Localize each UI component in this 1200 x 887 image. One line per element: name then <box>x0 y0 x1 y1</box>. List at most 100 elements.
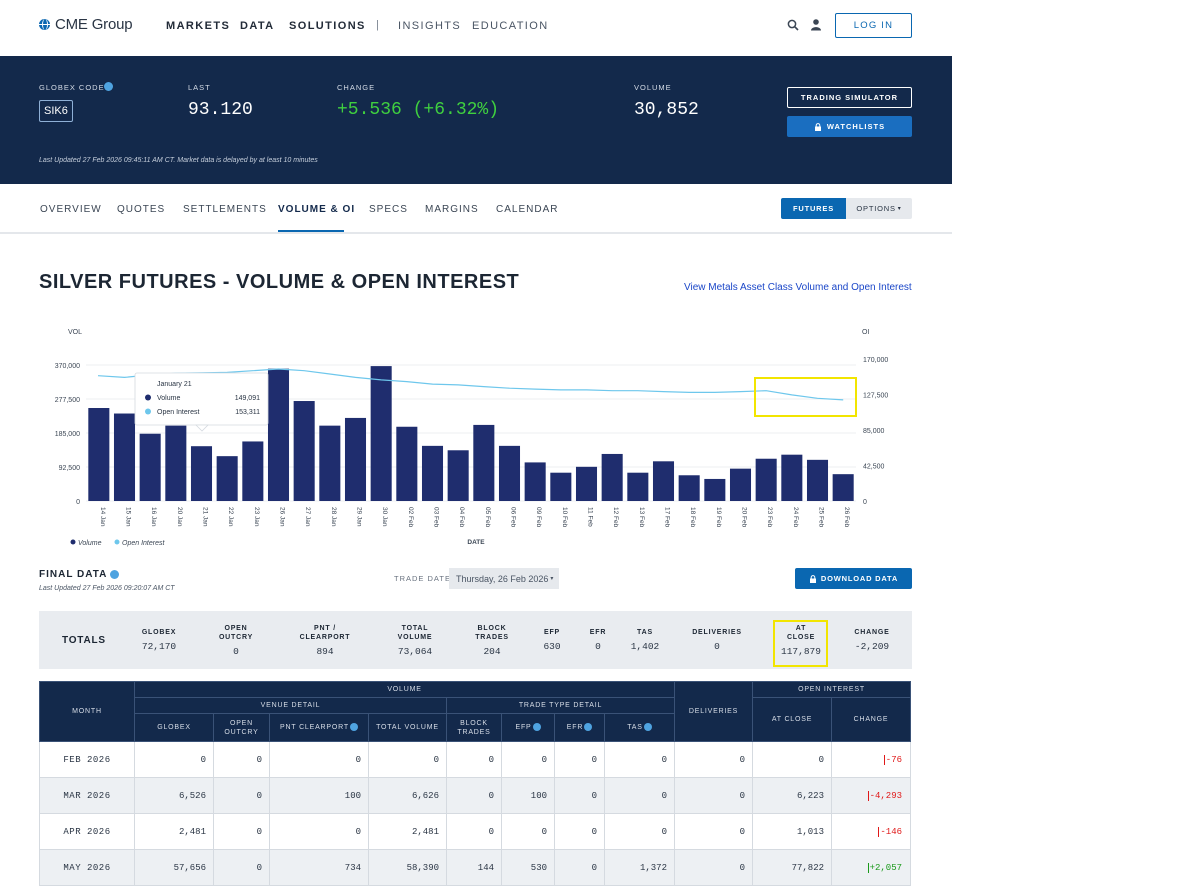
cell-efr: 0 <box>554 777 605 814</box>
tab-calendar[interactable]: CALENDAR <box>496 204 559 215</box>
futures-toggle[interactable]: FUTURES <box>781 198 846 219</box>
chart-axes: 370,000 277,500 185,000 92,500 0 170,000 127,5… <box>55 329 889 546</box>
info-icon[interactable] <box>643 723 652 732</box>
volume-bar <box>678 475 700 501</box>
volume-bar <box>447 450 469 501</box>
x-tick-label: 05 Feb <box>484 507 491 528</box>
info-icon[interactable] <box>532 723 541 732</box>
volume-bar <box>832 474 854 501</box>
tab-margins[interactable]: MARGINS <box>425 204 479 215</box>
volume-bar <box>575 466 598 501</box>
tab-specs[interactable]: SPECS <box>369 204 408 215</box>
tab-volume-oi[interactable]: VOLUME & OI <box>278 204 356 215</box>
cell-outcry: 0 <box>213 813 270 850</box>
cell-efr: 0 <box>554 813 605 850</box>
tooltip-series-value: 153,311 <box>235 409 260 416</box>
table-row[interactable]: MAY 2026 57,656 0 734 58,390 144 530 0 1,372 0 77,… <box>39 849 911 886</box>
volume-bar <box>498 445 521 501</box>
x-tick-label: 29 Jan <box>356 507 363 527</box>
col-efp: EFP <box>501 713 555 742</box>
trading-simulator-button[interactable]: TRADING SIMULATOR <box>787 87 912 108</box>
x-tick-label: 04 Feb <box>458 507 465 528</box>
totals-col-value: 0 <box>595 641 601 652</box>
final-data-updated: Last Updated 27 Feb 2026 09:20:07 AM CT <box>39 585 175 592</box>
highlight-box-chart <box>754 377 857 417</box>
totals-col-value: 0 <box>714 641 720 652</box>
totals-col-value: 0 <box>233 645 239 657</box>
volume-bar <box>396 426 418 501</box>
x-tick-label: 14 Jan <box>99 507 106 527</box>
cell-efr: 0 <box>554 741 605 778</box>
y-tick-left: 0 <box>76 499 80 506</box>
table-row[interactable]: MAR 2026 6,526 0 100 6,626 0 100 0 0 0 6,223 -4,293 <box>39 777 911 814</box>
info-icon[interactable] <box>104 82 113 91</box>
nav-insights[interactable]: INSIGHTS <box>398 20 462 32</box>
chart-legend[interactable]: Volume Open Interest <box>70 539 166 548</box>
totals-col-header: PNT / CLEARPORT <box>299 624 351 641</box>
globex-code: SIK6 <box>39 100 73 122</box>
volume-value: 30,852 <box>634 100 699 120</box>
download-data-button[interactable]: DOWNLOAD DATA <box>795 568 912 589</box>
info-icon[interactable] <box>349 723 358 732</box>
search-icon[interactable] <box>787 19 799 31</box>
tooltip-title: January 21 <box>157 381 192 388</box>
info-icon[interactable] <box>584 723 593 732</box>
login-button[interactable]: LOG IN <box>835 13 912 38</box>
volume-bar <box>88 408 110 501</box>
volume-bar <box>216 456 238 501</box>
volume-bar <box>729 468 752 501</box>
nav-data[interactable]: DATA <box>240 20 275 32</box>
final-data-title: FINAL DATA <box>39 569 120 580</box>
cell-block: 0 <box>446 741 502 778</box>
watchlists-button[interactable]: WATCHLISTS <box>787 116 912 137</box>
tab-overview[interactable]: OVERVIEW <box>40 204 102 215</box>
totals-col-header: DELIVERIES <box>692 629 742 636</box>
cell-efp: 530 <box>501 849 555 886</box>
volume-bar <box>319 425 341 501</box>
change-label: CHANGE <box>337 83 376 92</box>
y-tick-right: 170,000 <box>863 357 888 364</box>
cme-logo[interactable]: CME Group <box>39 16 133 33</box>
nav-solutions[interactable]: SOLUTIONS <box>289 20 366 32</box>
volume-bar <box>781 454 803 501</box>
tab-settlements[interactable]: SETTLEMENTS <box>183 204 267 215</box>
cell-efr: 0 <box>554 849 605 886</box>
table-row[interactable]: APR 2026 2,481 0 0 2,481 0 0 0 0 0 1,013 -146 <box>39 813 911 850</box>
tab-quotes[interactable]: QUOTES <box>117 204 166 215</box>
volume-bar <box>190 446 213 501</box>
y-tick-left: 185,000 <box>55 431 80 438</box>
x-tick-label: 16 Jan <box>150 507 157 527</box>
volume-bar <box>704 478 726 501</box>
col-group-oi: OPEN INTEREST <box>752 681 911 698</box>
cell-total: 0 <box>368 741 447 778</box>
cell-month: APR 2026 <box>39 813 135 850</box>
y-tick-right: 127,500 <box>863 393 888 400</box>
volume-bar <box>652 461 675 501</box>
volume-bar <box>524 462 546 501</box>
nav-markets[interactable]: MARKETS <box>166 20 231 32</box>
chart-tooltip: January 21 Volume 149,091 Open Interest 153,… <box>134 372 269 432</box>
user-icon[interactable] <box>810 18 822 31</box>
table-row[interactable]: FEB 2026 0 0 0 0 0 0 0 0 0 0 -76 <box>39 741 911 778</box>
info-icon[interactable] <box>110 570 120 579</box>
options-toggle[interactable]: OPTIONS ▾ <box>846 198 912 219</box>
last-updated: Last Updated 27 Feb 2026 09:45:11 AM CT.… <box>39 157 318 164</box>
cell-deliv: 0 <box>674 741 753 778</box>
cell-outcry: 0 <box>213 849 270 886</box>
nav-education[interactable]: EDUCATION <box>472 20 549 32</box>
volume-bar <box>473 424 495 501</box>
cell-tas: 0 <box>604 777 675 814</box>
asset-class-link[interactable]: View Metals Asset Class Volume and Open … <box>684 282 912 293</box>
top-nav: CME Group MARKETS DATA SOLUTIONS | INSIG… <box>0 0 952 56</box>
cell-globex: 6,526 <box>134 777 214 814</box>
trade-date-select[interactable]: Thursday, 26 Feb 2026 ▾ <box>449 568 559 589</box>
col-efp-label: EFP <box>515 724 532 731</box>
volume-oi-chart: 370,000 277,500 185,000 92,500 0 170,000 127,5… <box>55 329 889 548</box>
cell-globex: 0 <box>134 741 214 778</box>
x-tick-label: 17 Feb <box>664 507 671 528</box>
caret-down-icon: ▾ <box>550 576 554 582</box>
totals-col-header: TAS <box>637 629 653 636</box>
x-tick-label: 23 Feb <box>766 507 773 528</box>
quote-banner: GLOBEX CODE SIK6 LAST 93.120 CHANGE +5.5… <box>0 56 952 184</box>
